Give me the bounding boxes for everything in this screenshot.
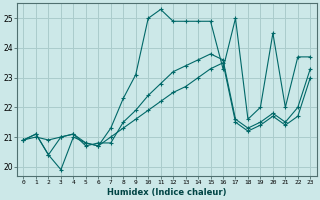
X-axis label: Humidex (Indice chaleur): Humidex (Indice chaleur) — [107, 188, 227, 197]
